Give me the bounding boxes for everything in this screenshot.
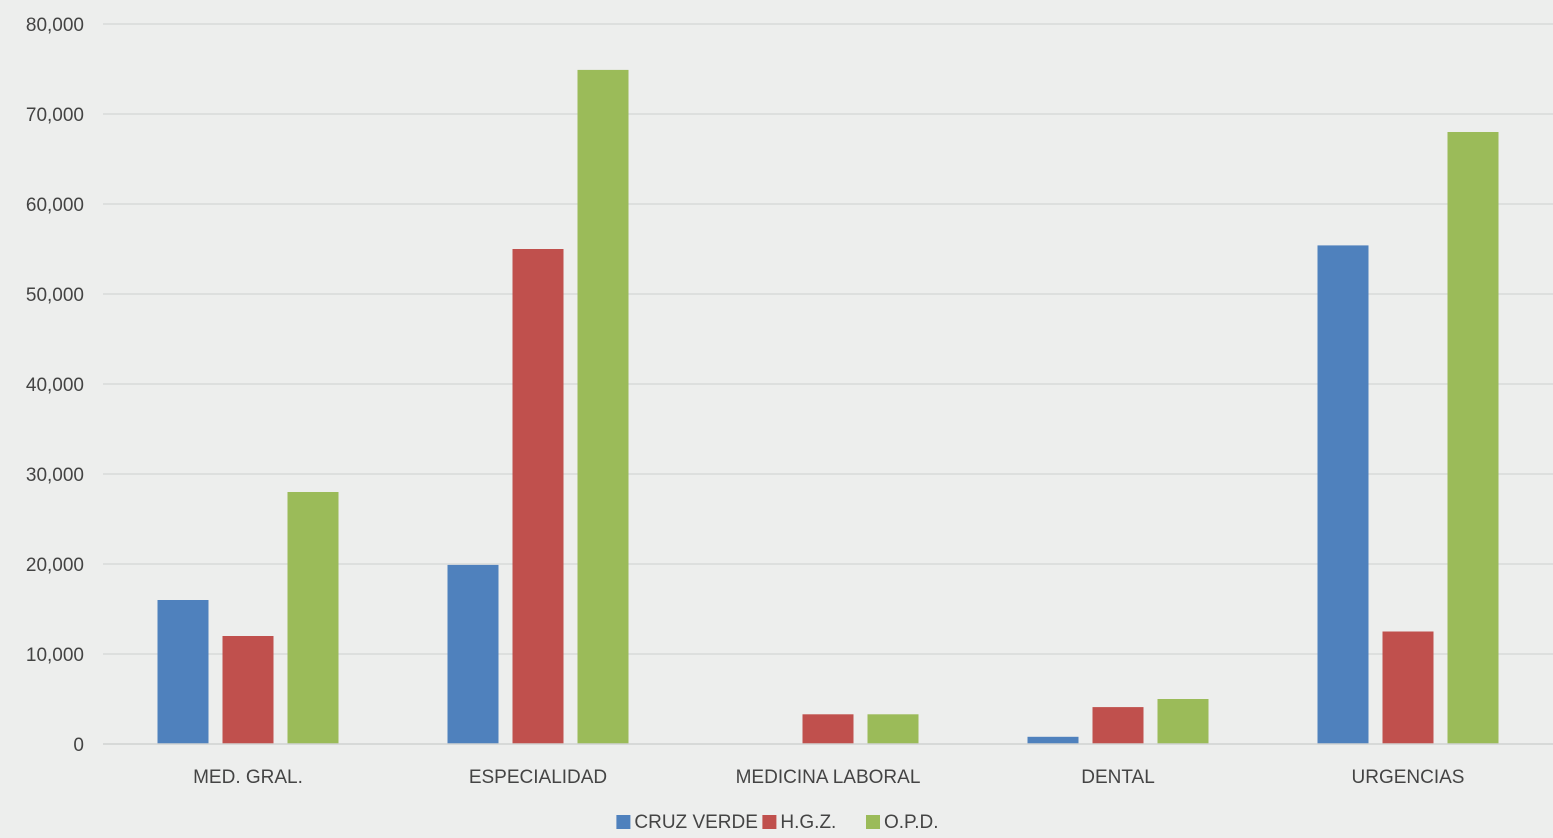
- bar-cruz-verde-4: [1317, 245, 1369, 744]
- bar-h-g-z-1: [512, 249, 564, 744]
- legend-label: CRUZ VERDE: [634, 812, 758, 833]
- category-label: URGENCIAS: [1352, 767, 1465, 788]
- gridlines: [103, 23, 1553, 655]
- bar-h-g-z-0: [222, 636, 274, 744]
- bar-cruz-verde-1: [447, 564, 499, 744]
- y-tick-label: 10,000: [26, 645, 84, 666]
- legend-label: H.G.Z.: [780, 812, 836, 833]
- category-label: DENTAL: [1081, 767, 1155, 788]
- bar-o-p-d-2: [867, 714, 919, 744]
- x-axis-categories: MED. GRAL. ESPECIALIDAD MEDICINA LABORAL DE…: [193, 767, 1464, 788]
- bar-h-g-z-4: [1382, 631, 1434, 744]
- y-tick-label: 40,000: [26, 375, 84, 396]
- bar-o-p-d-0: [287, 492, 339, 744]
- category-label: MED. GRAL.: [193, 767, 303, 788]
- bar-o-p-d-4: [1447, 132, 1499, 744]
- category-label: ESPECIALIDAD: [469, 767, 607, 788]
- category-label: MEDICINA LABORAL: [736, 767, 921, 788]
- y-tick-label: 50,000: [26, 285, 84, 306]
- bar-cruz-verde-3: [1027, 736, 1079, 744]
- legend: CRUZ VERDE H.G.Z. O.P.D.: [616, 812, 939, 833]
- bar-h-g-z-3: [1092, 707, 1144, 744]
- y-axis-ticks: 0 10,000 20,000 30,000 40,000 50,000 60,000 70,…: [26, 15, 84, 756]
- legend-swatch: [616, 815, 631, 829]
- bar-o-p-d-3: [1157, 699, 1209, 744]
- y-tick-label: 0: [73, 735, 84, 756]
- bar-cruz-verde-0: [157, 600, 209, 744]
- legend-swatch: [762, 815, 777, 829]
- y-tick-label: 20,000: [26, 555, 84, 576]
- legend-swatch: [866, 815, 880, 829]
- y-tick-label: 80,000: [26, 15, 84, 36]
- legend-label: O.P.D.: [884, 812, 939, 833]
- bar-h-g-z-2: [802, 714, 854, 744]
- bars: [157, 69, 1499, 744]
- y-tick-label: 60,000: [26, 195, 84, 216]
- bar-o-p-d-1: [577, 69, 629, 744]
- y-tick-label: 30,000: [26, 465, 84, 486]
- y-tick-label: 70,000: [26, 105, 84, 126]
